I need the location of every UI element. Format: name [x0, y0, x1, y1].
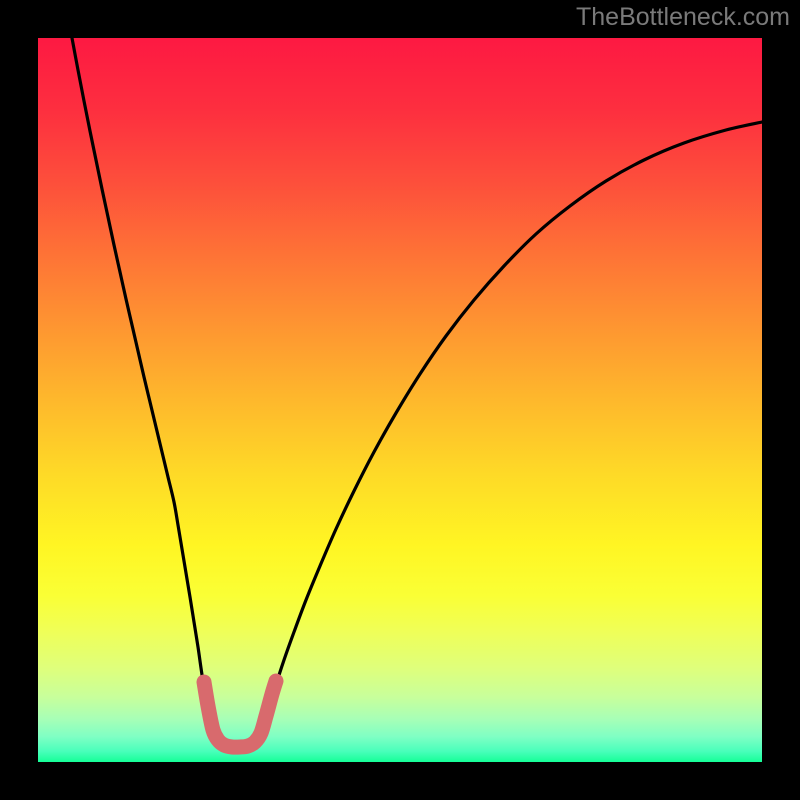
bottleneck-chart: TheBottleneck.com — [0, 0, 800, 800]
plot-area — [38, 38, 762, 762]
chart-container: TheBottleneck.com — [0, 0, 800, 800]
watermark-text: TheBottleneck.com — [576, 3, 790, 31]
